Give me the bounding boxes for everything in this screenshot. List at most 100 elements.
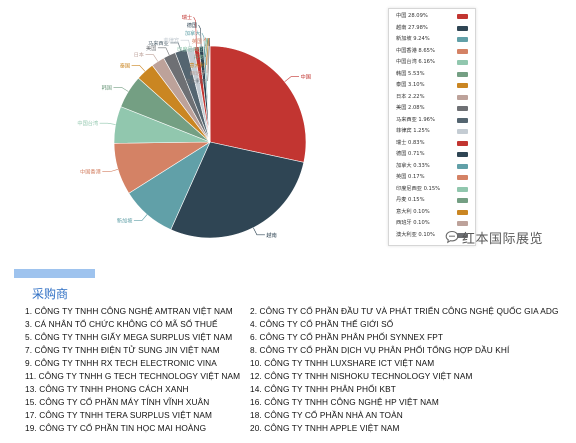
slice-label: 中国台湾 bbox=[77, 119, 98, 127]
slice-label: 美国 bbox=[146, 44, 156, 52]
watermark: 红本国际展览 bbox=[445, 228, 543, 247]
buyer-item: 4. CÔNG TY CỔ PHẦN THẾ GIỚI SỐ bbox=[250, 319, 394, 329]
buyer-item: 1. CÔNG TY TNHH CÔNG NGHỆ AMTRAN VIỆT NA… bbox=[25, 306, 233, 316]
section-accent-bar bbox=[14, 269, 95, 278]
legend-swatch bbox=[457, 152, 468, 157]
legend-swatch bbox=[457, 60, 468, 65]
legend-label: 中国香港 8.65% bbox=[396, 47, 435, 54]
legend-swatch bbox=[457, 48, 468, 54]
legend-item[interactable]: 英国 0.17% bbox=[389, 173, 475, 182]
slice-label: 越南 bbox=[266, 231, 276, 239]
legend-swatch bbox=[457, 94, 468, 100]
legend-swatch bbox=[457, 163, 468, 169]
legend-swatch bbox=[457, 129, 468, 134]
buyer-item: 15. CÔNG TY CỔ PHẦN MÁY TÍNH VĨNH XUÂN bbox=[25, 397, 210, 407]
slice-label: 新加坡 bbox=[117, 217, 133, 225]
legend-swatch bbox=[457, 14, 468, 19]
label-leader-line bbox=[198, 24, 202, 47]
buyer-item: 11. CÔNG TY TNHH G TECH TECHNOLOGY VIỆT … bbox=[25, 371, 241, 381]
legend-label: 英国 0.17% bbox=[396, 174, 425, 180]
legend-item[interactable]: 泰国 3.10% bbox=[389, 81, 475, 90]
label-leader-line bbox=[113, 87, 129, 92]
legend-item[interactable]: 澳大利亚 0.10% bbox=[389, 231, 475, 240]
legend-swatch bbox=[457, 175, 468, 180]
buyer-item: 17. CÔNG TY TNHH TERA SURPLUS VIỆT NAM bbox=[25, 410, 212, 420]
legend-label: 丹麦 0.15% bbox=[396, 197, 425, 203]
legend-label: 西班牙 0.10% bbox=[396, 220, 430, 226]
buyer-item: 7. CÔNG TY TNHH ĐIỆN TỬ SUNG JIN VIỆT NA… bbox=[25, 345, 220, 355]
slice-label: 加拿大 bbox=[185, 29, 201, 37]
chart-legend: 中国 28.09% 越南 27.98% 新加坡 9.24% 中国香港 8.65% 中国台… bbox=[388, 8, 476, 246]
legend-item[interactable]: 中国台湾 6.16% bbox=[389, 58, 475, 67]
buyer-item: 2. CÔNG TY CỔ PHẦN ĐẦU TƯ VÀ PHÁT TRIỂN … bbox=[250, 306, 559, 316]
legend-label: 美国 2.08% bbox=[396, 105, 425, 111]
label-leader-line bbox=[133, 214, 148, 221]
label-leader-line bbox=[131, 65, 146, 72]
legend-item[interactable]: 瑞士 0.83% bbox=[389, 139, 475, 148]
label-leader-line bbox=[206, 37, 210, 74]
legend-swatch bbox=[457, 209, 468, 215]
label-leader-line bbox=[284, 76, 299, 82]
legend-label: 瑞士 0.83% bbox=[396, 139, 425, 146]
legend-swatch bbox=[457, 221, 468, 226]
slice-label: 泰国 bbox=[120, 61, 130, 69]
legend-swatch bbox=[457, 25, 468, 31]
label-leader-line bbox=[145, 54, 159, 62]
slice-label: 菲律宾 bbox=[164, 36, 180, 44]
slice-label: 马来西亚 bbox=[148, 39, 169, 47]
slice-label: 印度尼西亚 bbox=[177, 45, 203, 53]
buyer-item: 10. CÔNG TY TNHH LUXSHARE ICT VIỆT NAM bbox=[250, 358, 435, 368]
slice-label: 英国 bbox=[192, 37, 202, 45]
legend-swatch bbox=[457, 71, 468, 77]
buyer-item: 13. CÔNG TY TNHH PHONG CÁCH XANH bbox=[25, 384, 189, 394]
buyer-item: 3. CÁ NHÂN TỔ CHỨC KHÔNG CÓ MÃ SỐ THUẾ bbox=[25, 319, 218, 329]
legend-item[interactable]: 加拿大 0.33% bbox=[389, 162, 475, 171]
legend-item[interactable]: 意大利 0.10% bbox=[389, 208, 475, 217]
label-leader-line bbox=[253, 227, 265, 236]
label-leader-line bbox=[170, 42, 182, 51]
legend-swatch bbox=[457, 106, 468, 111]
legend-item[interactable]: 中国 28.09% bbox=[389, 12, 475, 21]
slice-label: 西班牙 bbox=[190, 69, 206, 77]
buyer-item: 16. CÔNG TY TNHH CÔNG NGHỆ HP VIỆT NAM bbox=[250, 397, 439, 407]
slice-label: 韩国 bbox=[102, 83, 112, 91]
legend-label: 中国 28.09% bbox=[396, 13, 428, 19]
legend-item[interactable]: 新加坡 9.24% bbox=[389, 35, 475, 44]
slice-label: 意大利 bbox=[189, 61, 205, 69]
legend-label: 德国 0.71% bbox=[396, 151, 425, 157]
legend-label: 日本 2.22% bbox=[396, 93, 425, 100]
buyer-item: 6. CÔNG TY CỔ PHẦN PHÂN PHỐI SYNNEX FPT bbox=[250, 332, 444, 342]
legend-label: 泰国 3.10% bbox=[396, 82, 425, 88]
legend-label: 韩国 5.53% bbox=[396, 70, 425, 77]
legend-swatch bbox=[457, 37, 468, 42]
legend-label: 中国台湾 6.16% bbox=[396, 59, 435, 65]
slice-label: 德国 bbox=[187, 21, 197, 29]
legend-swatch bbox=[457, 83, 468, 88]
legend-item[interactable]: 日本 2.22% bbox=[389, 93, 475, 102]
legend-swatch bbox=[457, 232, 468, 238]
legend-item[interactable]: 丹麦 0.15% bbox=[389, 196, 475, 205]
legend-item[interactable]: 中国香港 8.65% bbox=[389, 47, 475, 56]
legend-swatch bbox=[457, 186, 468, 192]
legend-item[interactable]: 菲律宾 1.25% bbox=[389, 127, 475, 136]
label-leader-line bbox=[180, 39, 191, 49]
legend-item[interactable]: 马来西亚 1.96% bbox=[389, 116, 475, 125]
pie-slice bbox=[170, 141, 305, 239]
label-leader-line bbox=[201, 32, 205, 47]
label-leader-line bbox=[205, 37, 208, 58]
buyer-item: 18. CÔNG TY CỔ PHẦN NHÀ AN TOÀN bbox=[250, 410, 403, 420]
legend-item[interactable]: 西班牙 0.10% bbox=[389, 219, 475, 228]
legend-item[interactable]: 韩国 5.53% bbox=[389, 70, 475, 79]
legend-swatch bbox=[457, 198, 468, 203]
legend-item[interactable]: 美国 2.08% bbox=[389, 104, 475, 113]
legend-item[interactable]: 越南 27.98% bbox=[389, 24, 475, 33]
slice-label: 中国香港 bbox=[80, 168, 102, 176]
slice-label: 澳大利亚 bbox=[185, 77, 206, 85]
legend-item[interactable]: 印度尼西亚 0.15% bbox=[389, 185, 475, 194]
legend-label: 新加坡 9.24% bbox=[396, 36, 430, 42]
slice-label: 日本 bbox=[134, 51, 144, 59]
legend-swatch bbox=[457, 117, 468, 123]
legend-item[interactable]: 德国 0.71% bbox=[389, 150, 475, 159]
label-leader-line bbox=[99, 122, 116, 125]
